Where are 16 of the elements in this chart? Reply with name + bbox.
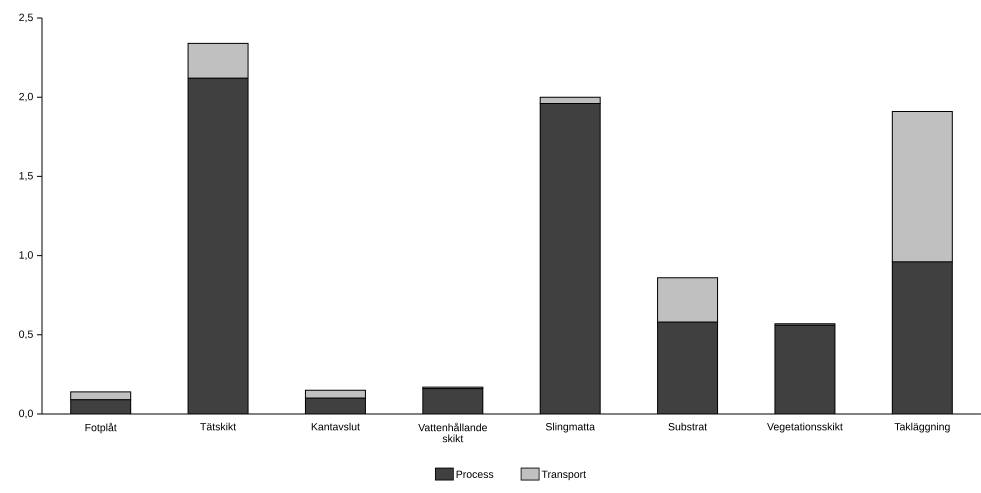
y-tick-label: 2,5 — [19, 14, 33, 22]
x-tick-label: Tätskikt — [200, 422, 236, 430]
x-tick-label: Takläggning — [894, 422, 950, 432]
legend-label: Process — [456, 470, 494, 478]
y-tick-label: 0,5 — [19, 330, 33, 340]
x-tick-label: Fotplåt — [86, 422, 117, 434]
x-tick-label: Vattenhållande skikt — [418, 422, 487, 442]
y-tick-label: 2,0 — [19, 92, 33, 102]
x-tick-label: Slingmatta — [546, 422, 595, 432]
x-tick-label: Vegetationsskikt — [767, 422, 843, 432]
y-tick-label: 1,5 — [20, 172, 33, 181]
y-tick-label: 1,0 — [20, 251, 33, 260]
y-tick-label: 0,0 — [19, 410, 33, 418]
x-tick-label: Kantavslut — [312, 422, 360, 430]
x-tick-label: Substrat — [668, 422, 708, 430]
legend-label: Transport — [542, 470, 586, 480]
